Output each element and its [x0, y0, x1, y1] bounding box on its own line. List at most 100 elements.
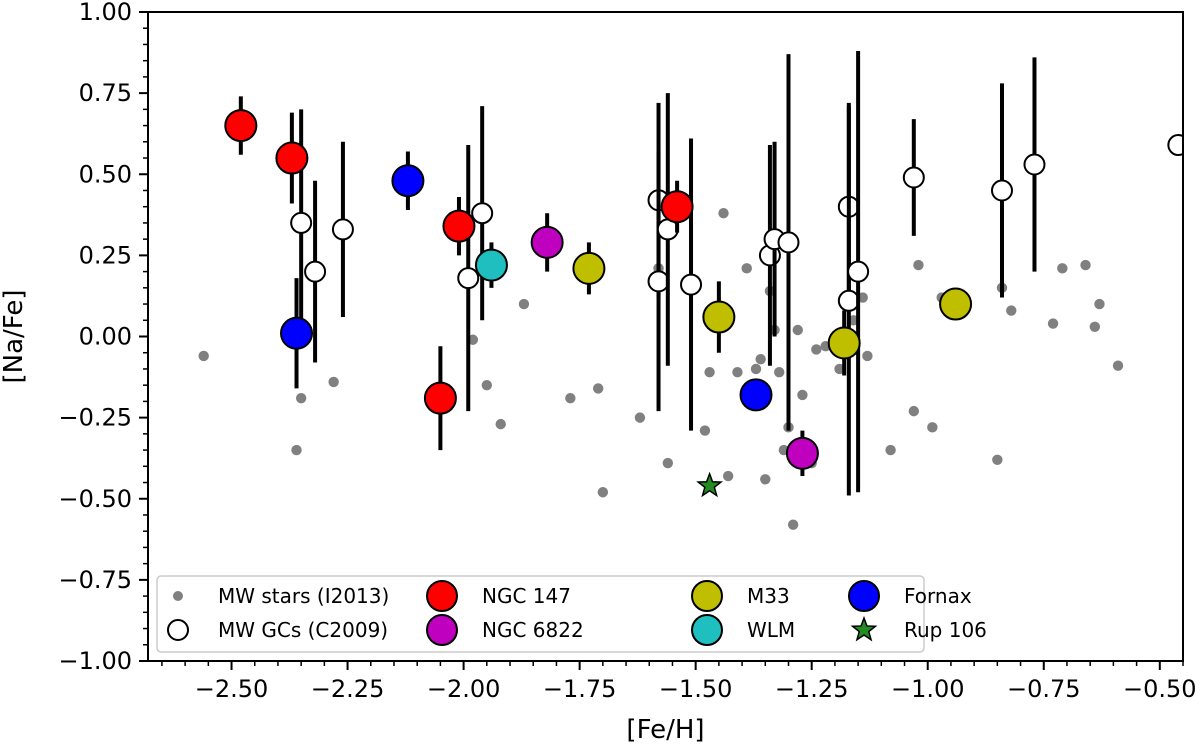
- mw-star-point: [1089, 321, 1101, 332]
- x-tick-label: −1.00: [891, 675, 965, 703]
- legend-item: Rup 106: [850, 615, 987, 642]
- y-tick-label: 0.75: [79, 79, 132, 107]
- mw-star-point: [787, 519, 799, 530]
- data-point: [927, 422, 938, 433]
- mw-star-point: [885, 444, 896, 456]
- x-tick-label: −1.75: [543, 675, 617, 703]
- data-point: [992, 454, 1003, 466]
- mw-star-point: [1047, 318, 1059, 329]
- mw-star-point: [834, 363, 845, 375]
- data-point: [847, 50, 870, 493]
- mw-star-point: [495, 418, 506, 430]
- data-point: [862, 350, 873, 362]
- mw-gc-point: [902, 166, 925, 189]
- legend-marker: [850, 615, 878, 642]
- mw-star-point: [732, 366, 743, 378]
- data-point: [481, 379, 493, 391]
- legend-marker: [691, 580, 723, 612]
- legend: MW stars (I2013) MW GCs (C2009) NGC 147 NGC…: [156, 575, 987, 653]
- mw-star-point: [518, 298, 530, 310]
- data-point: [331, 141, 354, 318]
- mw-gc-point: [1167, 134, 1183, 157]
- data-point: [760, 474, 771, 485]
- data-point: [1057, 263, 1068, 274]
- data-point: [530, 213, 564, 272]
- data-point: [471, 106, 494, 321]
- data-point: [837, 106, 860, 496]
- mw-gc-point: [837, 289, 860, 312]
- mw-star-point: [722, 470, 734, 482]
- legend-marker: [691, 614, 723, 646]
- y-tick-label: −1.00: [58, 647, 132, 675]
- rup106-star: [696, 471, 724, 498]
- cluster-point: [442, 209, 476, 243]
- data-point: [787, 519, 799, 530]
- data-point: [885, 444, 896, 456]
- data-point: [647, 151, 670, 412]
- mw-gc-point: [777, 231, 800, 254]
- data-point: [827, 310, 861, 376]
- legend-box: [156, 575, 925, 653]
- mw-star-point: [927, 422, 938, 433]
- data-point: [391, 151, 425, 210]
- data-point: [304, 180, 327, 363]
- mw-star-point: [992, 454, 1003, 466]
- cluster-point: [572, 251, 606, 285]
- legend-label: M33: [747, 584, 790, 608]
- legend-item: MW GCs (C2009): [167, 618, 388, 642]
- y-tick-label: −0.25: [58, 404, 132, 432]
- data-point: [634, 412, 646, 423]
- data-point: [696, 471, 724, 498]
- data-point: [1080, 259, 1091, 271]
- mw-gc-point: [1023, 153, 1046, 176]
- data-point: [572, 242, 606, 295]
- mw-star-point: [913, 259, 924, 271]
- mw-star-point: [295, 392, 307, 404]
- legend-label: NGC 6822: [482, 618, 584, 642]
- data-point: [1023, 57, 1046, 272]
- data-point: [722, 470, 734, 482]
- data-point: [702, 281, 736, 353]
- cluster-point: [939, 287, 973, 321]
- data-point: [1094, 298, 1105, 310]
- mw-gc-point: [471, 202, 494, 225]
- x-tick-label: −0.50: [1123, 675, 1197, 703]
- data-point: [442, 196, 476, 256]
- mw-star-point: [811, 344, 822, 355]
- data-point: [732, 366, 743, 378]
- cluster-point: [702, 300, 736, 334]
- mw-star-point: [718, 207, 729, 219]
- data-point: [291, 444, 302, 456]
- legend-marker: [173, 591, 183, 601]
- cluster-point: [391, 164, 425, 198]
- mw-star-point: [597, 487, 609, 498]
- legend-label: WLM: [747, 618, 795, 642]
- x-axis-label: [Fe/H]: [626, 715, 704, 745]
- legend-item: MW stars (I2013): [173, 584, 389, 608]
- data-point: [1112, 360, 1124, 371]
- cluster-point: [423, 381, 457, 415]
- mw-star-point: [593, 383, 604, 394]
- legend-label: MW stars (I2013): [218, 584, 389, 608]
- mw-star-point: [862, 350, 873, 362]
- data-point: [1047, 318, 1059, 329]
- data-point: [939, 287, 973, 321]
- data-point: [913, 259, 924, 271]
- mw-gc-point: [457, 267, 480, 290]
- data-point: [198, 350, 209, 362]
- mw-star-point: [291, 444, 302, 456]
- x-tick-label: −1.25: [775, 675, 849, 703]
- mw-star-point: [699, 425, 711, 436]
- mw-star-point: [662, 457, 674, 469]
- legend-label: Fornax: [904, 584, 972, 608]
- mw-gc-point: [847, 260, 870, 283]
- x-tick-label: −2.25: [311, 675, 385, 703]
- data-point: [1089, 321, 1101, 332]
- cluster-point: [660, 190, 694, 224]
- cluster-point: [785, 436, 819, 470]
- data-point: [680, 138, 703, 431]
- mw-gc-point: [331, 218, 354, 241]
- cluster-point: [474, 248, 508, 282]
- mw-star-point: [1080, 259, 1091, 271]
- mw-star-point: [467, 334, 479, 345]
